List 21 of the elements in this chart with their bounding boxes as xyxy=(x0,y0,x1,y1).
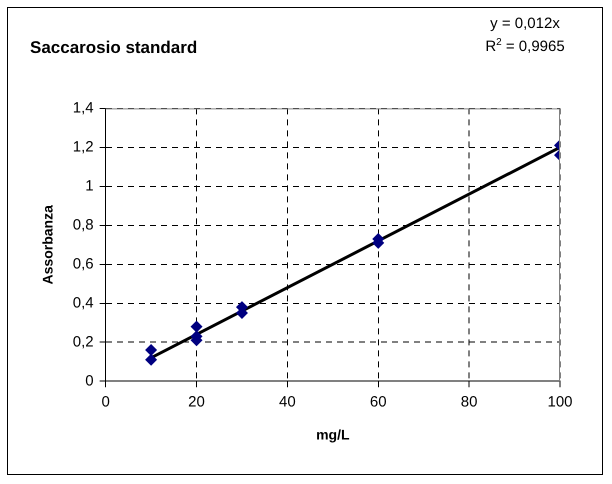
text: y = 0,012x xyxy=(490,15,560,32)
chart-title: Saccarosio standard xyxy=(30,38,198,57)
y-tick-label: 1 xyxy=(85,177,94,194)
x-tick-label: 40 xyxy=(279,393,296,410)
point xyxy=(145,354,158,366)
y-tick-label: 0,8 xyxy=(72,216,94,234)
x-tick-label: 60 xyxy=(370,393,387,410)
x-tick-label: 80 xyxy=(460,393,478,410)
y-tick-label: 0,4 xyxy=(72,294,94,312)
x-tick-label: 100 xyxy=(547,393,573,410)
point xyxy=(190,320,203,333)
y-tick-label: 0,2 xyxy=(72,333,94,350)
x-tick-label: 0 xyxy=(101,393,110,410)
x-axis-title: mg/L xyxy=(316,426,350,442)
y-axis-title: Assorbanza xyxy=(39,204,56,284)
y-tick-label: 1,2 xyxy=(72,138,94,156)
y-tick-label: 0 xyxy=(85,372,94,390)
point xyxy=(145,344,158,356)
y-tick-label: 0,6 xyxy=(72,255,94,272)
x-tick-label: 20 xyxy=(188,393,205,410)
y-tick-label: 1,4 xyxy=(72,100,94,117)
